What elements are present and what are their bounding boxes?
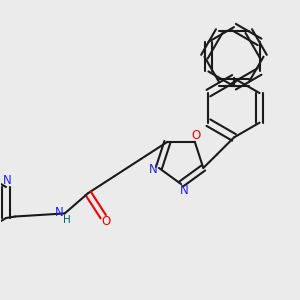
Text: N: N [3,174,12,187]
Text: N: N [55,206,64,219]
Text: H: H [63,215,71,225]
Text: N: N [180,184,189,197]
Text: O: O [102,215,111,228]
Text: O: O [192,128,201,142]
Text: N: N [149,163,158,176]
